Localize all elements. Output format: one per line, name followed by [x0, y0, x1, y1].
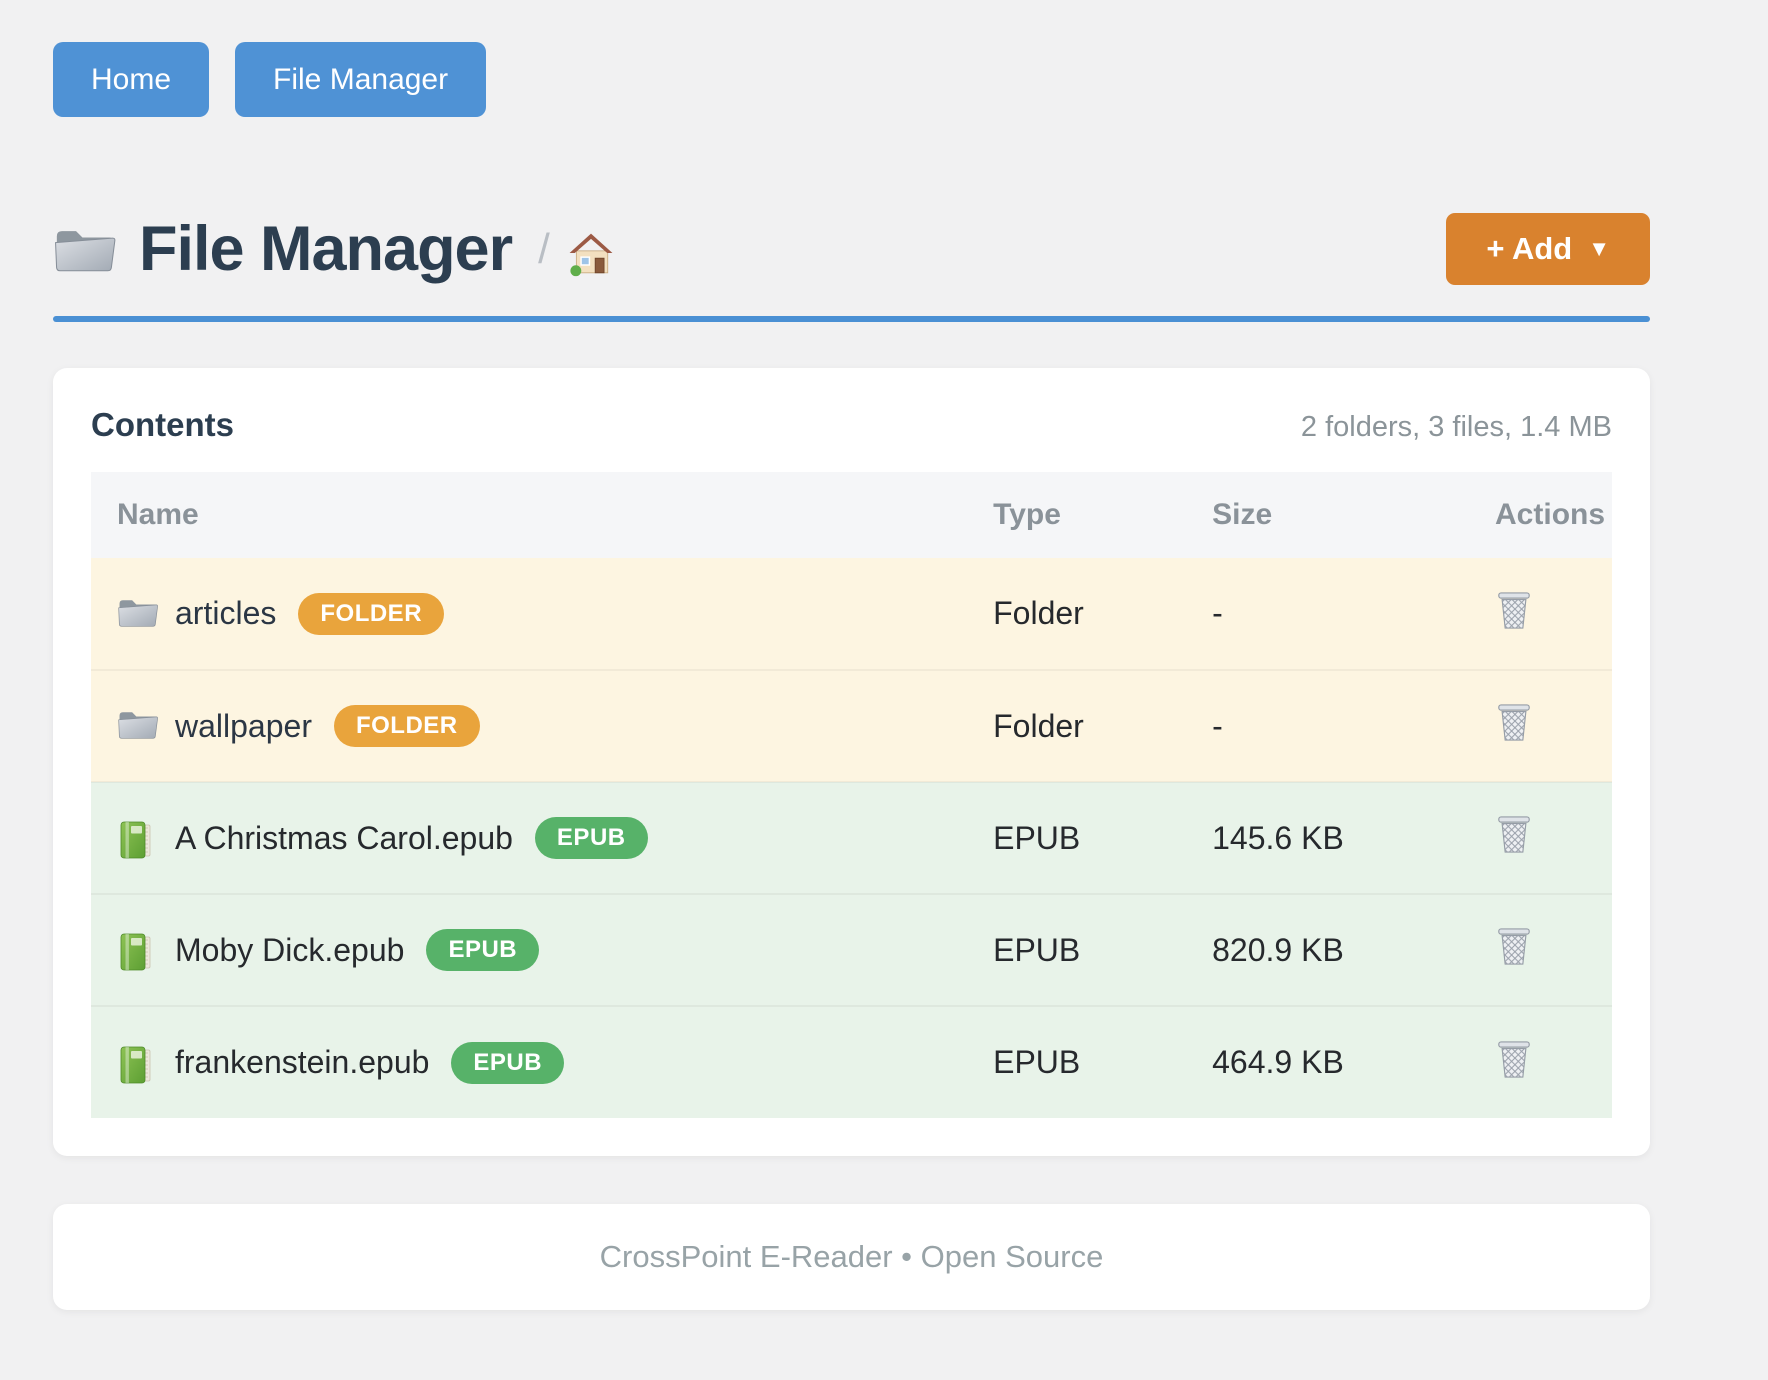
top-nav: Home File Manager: [53, 0, 1650, 117]
files-table: Name Type Size Actions articles FOLDER F…: [91, 472, 1612, 1118]
folder-icon: [117, 595, 159, 633]
folder-badge: FOLDER: [333, 705, 480, 747]
nav-home-button[interactable]: Home: [53, 42, 210, 117]
epub-badge: EPUB: [426, 929, 540, 971]
wastebasket-icon: [1495, 589, 1533, 634]
type-cell: EPUB: [993, 819, 1081, 856]
epub-badge: EPUB: [534, 817, 648, 859]
contents-card: Contents 2 folders, 3 files, 1.4 MB Name…: [53, 368, 1650, 1156]
delete-button[interactable]: [1495, 701, 1533, 746]
file-name[interactable]: Moby Dick.epub: [175, 931, 405, 968]
type-cell: Folder: [993, 595, 1084, 631]
footer-text: CrossPoint E-Reader • Open Source: [599, 1239, 1104, 1274]
green-book-icon: [117, 931, 159, 971]
add-button[interactable]: + Add ▼: [1446, 213, 1650, 285]
house-icon[interactable]: [568, 231, 614, 277]
file-name[interactable]: frankenstein.epub: [175, 1044, 430, 1080]
delete-button[interactable]: [1495, 813, 1533, 858]
folder-badge: FOLDER: [298, 592, 445, 635]
table-row[interactable]: wallpaper FOLDER Folder -: [91, 670, 1612, 782]
folder-icon: [53, 222, 117, 276]
contents-summary: 2 folders, 3 files, 1.4 MB: [1300, 411, 1612, 443]
epub-badge: EPUB: [451, 1041, 565, 1084]
green-book-icon: [117, 819, 159, 859]
chevron-down-icon: ▼: [1588, 236, 1610, 261]
table-row[interactable]: frankenstein.epub EPUB EPUB 464.9 KB: [91, 1006, 1612, 1118]
wastebasket-icon: [1495, 925, 1533, 970]
green-book-icon: [117, 1044, 159, 1083]
table-header-row: Name Type Size Actions: [91, 472, 1612, 558]
column-header-name: Name: [91, 472, 968, 558]
title-underline: [53, 316, 1650, 322]
file-name[interactable]: articles: [175, 595, 277, 631]
column-header-type: Type: [967, 472, 1187, 558]
nav-file-manager-button[interactable]: File Manager: [235, 42, 487, 117]
size-cell: -: [1212, 707, 1223, 744]
delete-button[interactable]: [1495, 589, 1533, 634]
contents-card-header: Contents 2 folders, 3 files, 1.4 MB: [91, 406, 1612, 444]
type-cell: Folder: [993, 707, 1084, 744]
wastebasket-icon: [1495, 1038, 1533, 1083]
type-cell: EPUB: [993, 1044, 1081, 1080]
delete-button[interactable]: [1495, 1038, 1533, 1083]
page: Home File Manager File Manager / + Add ▼…: [53, 0, 1650, 1310]
title-wrap: File Manager /: [53, 213, 614, 285]
delete-button[interactable]: [1495, 925, 1533, 970]
table-row[interactable]: Moby Dick.epub EPUB EPUB 820.9 KB: [91, 894, 1612, 1006]
breadcrumb-separator: /: [538, 225, 550, 272]
column-header-size: Size: [1186, 472, 1470, 558]
table-row[interactable]: articles FOLDER Folder -: [91, 558, 1612, 670]
file-name[interactable]: wallpaper: [175, 707, 312, 744]
size-cell: 145.6 KB: [1212, 819, 1344, 856]
wastebasket-icon: [1495, 701, 1533, 746]
size-cell: 820.9 KB: [1212, 931, 1344, 968]
file-name[interactable]: A Christmas Carol.epub: [175, 819, 513, 856]
type-cell: EPUB: [993, 931, 1081, 968]
page-header: File Manager / + Add ▼: [53, 213, 1650, 285]
folder-icon: [117, 707, 159, 745]
table-row[interactable]: A Christmas Carol.epub EPUB EPUB 145.6 K…: [91, 782, 1612, 894]
page-title: File Manager: [139, 214, 513, 284]
column-header-actions: Actions: [1469, 472, 1612, 558]
size-cell: -: [1212, 595, 1223, 631]
size-cell: 464.9 KB: [1212, 1044, 1344, 1080]
add-button-label: + Add: [1486, 231, 1573, 266]
contents-heading: Contents: [91, 406, 234, 443]
footer-card: CrossPoint E-Reader • Open Source: [53, 1204, 1650, 1310]
wastebasket-icon: [1495, 813, 1533, 858]
